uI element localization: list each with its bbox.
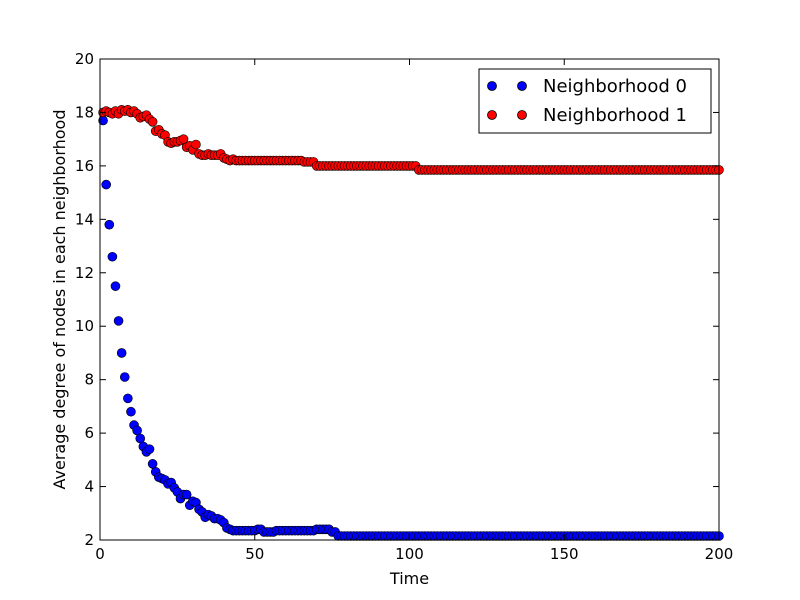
data-point — [126, 406, 136, 417]
legend-label-neighborhood-1: Neighborhood 1 — [543, 105, 687, 126]
y-tick-label: 4 — [84, 478, 94, 496]
x-tick-label: 100 — [395, 545, 424, 563]
legend-marker-0a — [487, 81, 497, 91]
data-point — [123, 393, 133, 404]
y-tick-label: 18 — [75, 103, 94, 121]
x-tick-label: 50 — [245, 545, 264, 563]
y-tick-label: 12 — [75, 264, 94, 282]
data-point — [191, 139, 201, 150]
data-point — [147, 116, 158, 127]
legend-marker-1a — [487, 110, 497, 120]
data-point — [132, 425, 142, 436]
legend-box — [478, 68, 712, 134]
data-point — [104, 219, 115, 230]
series-neighborhood-1 — [98, 104, 724, 175]
y-tick-label: 2 — [84, 531, 94, 549]
x-tick-label: 200 — [705, 545, 734, 563]
y-tick-label: 6 — [84, 424, 94, 442]
legend-marker-1b — [517, 110, 527, 120]
legend: Neighborhood 0 Neighborhood 1 — [478, 68, 712, 134]
data-point — [181, 489, 192, 500]
y-tick-label: 16 — [75, 157, 94, 175]
data-point — [113, 316, 124, 326]
data-point — [147, 459, 158, 469]
data-point — [116, 348, 127, 358]
y-tick-label: 20 — [75, 50, 94, 68]
plot-background — [100, 59, 719, 540]
y-tick-label: 8 — [84, 371, 94, 389]
legend-marker-0b — [517, 81, 527, 91]
data-point — [107, 251, 118, 262]
legend-label-neighborhood-0: Neighborhood 0 — [543, 76, 687, 97]
y-tick-label: 14 — [75, 210, 94, 228]
y-tick-label: 10 — [75, 317, 94, 335]
data-point — [119, 372, 130, 382]
x-tick-label: 150 — [550, 545, 579, 563]
series-neighborhood-0 — [98, 115, 724, 541]
x-axis-label: Time — [389, 569, 429, 588]
data-point — [110, 281, 121, 291]
y-axis-label: Average degree of nodes in each neighbor… — [50, 110, 69, 490]
data-point — [144, 444, 155, 454]
x-tick-label: 0 — [95, 545, 105, 563]
axis-ticks: 0 50 100 150 200 2 4 6 8 10 12 14 16 18 20 — [75, 50, 733, 563]
data-point — [135, 433, 146, 444]
data-point — [101, 179, 111, 190]
